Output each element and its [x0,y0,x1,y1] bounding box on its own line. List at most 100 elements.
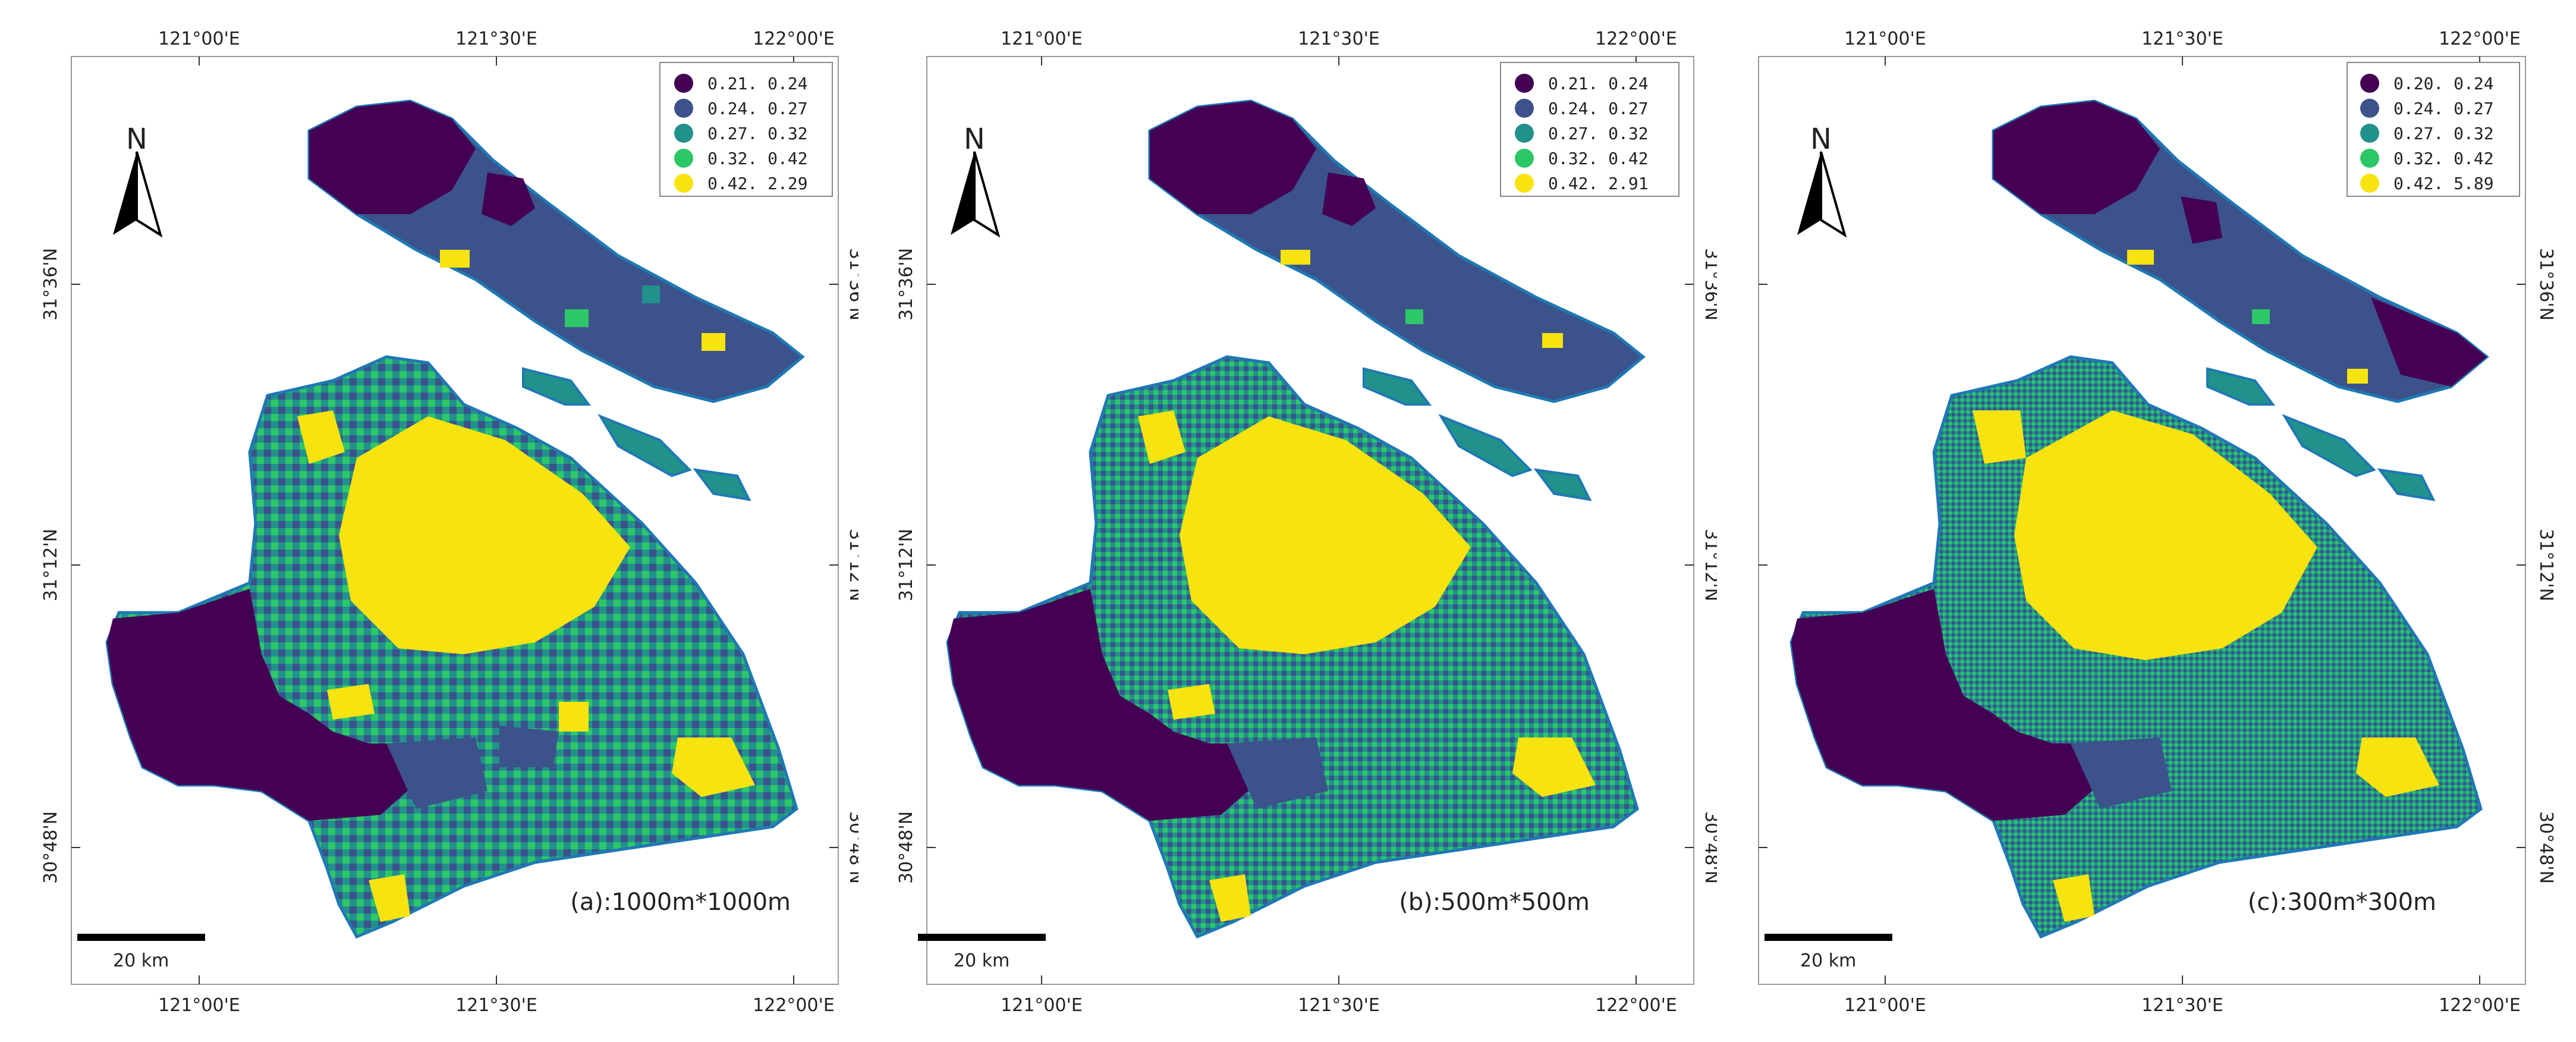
scale-bar [1764,934,1892,941]
legend-label: 0.42. 5.89 [2393,174,2494,193]
right-tick-label: 31°12'N [845,529,858,601]
legend-swatch [1515,74,1534,93]
legend-swatch [2360,99,2379,118]
shanghai-mainland [105,355,798,939]
scale-bar-label: 20 km [113,950,169,971]
legend-swatch [1515,149,1534,168]
panel-caption: (c):300m*300m [2248,889,2436,916]
legend-swatch [674,149,693,168]
legend-label: 0.42. 2.29 [707,174,808,193]
map-frame [926,56,1694,985]
chongming-island [307,99,805,403]
legend-swatch [674,174,693,193]
legend: 0.21. 0.24 0.24. 0.27 0.27. 0.32 0.32. 0… [1500,62,1679,197]
right-tick-label: 30°48'N [1701,811,1717,884]
map-frame [71,56,839,985]
legend-label: 0.32. 0.42 [1548,149,1649,168]
right-tick-label: 31°36'N [845,248,858,321]
right-tick-label: 30°48'N [845,811,858,884]
legend-swatch [674,74,693,93]
north-arrow-icon: N [113,123,163,238]
bottom-tick-label: 122°00'E [1595,995,1677,1016]
scale-bar-label: 20 km [1800,950,1856,971]
map-frame [1758,56,2526,985]
legend-swatch [1515,124,1534,143]
legend-label: 0.24. 0.27 [1548,99,1649,118]
hengsha-island [597,413,692,478]
bottom-tick-label: 122°00'E [2439,995,2521,1016]
shanghai-mainland [1789,355,2483,939]
map-svg: 121°00'E 121°30'E 122°00'E 121°00'E 121°… [40,29,858,1016]
map-svg: 121°00'E 121°30'E 122°00'E 121°00'E 121°… [896,29,1717,1016]
bottom-tick-label: 121°00'E [1844,995,1926,1016]
top-tick-label: 121°30'E [1298,29,1380,49]
right-tick-label: 31°36'N [2536,248,2556,321]
legend-swatch [2360,74,2379,93]
scale-bar-label: 20 km [954,950,1009,971]
left-tick-label: 31°12'N [896,529,917,601]
hengsha-island [1438,413,1533,478]
chongming-island [1148,99,1646,403]
north-label: N [1810,123,1832,156]
legend-label: 0.27. 0.32 [1548,124,1649,143]
bottom-tick-label: 121°00'E [1001,995,1083,1016]
hengsha-island [2282,413,2376,478]
top-tick-label: 121°00'E [158,29,240,49]
changxing-island [1363,367,1432,406]
top-tick-label: 121°00'E [1844,29,1926,49]
map-panel-c: 121°00'E 121°30'E 122°00'E 121°00'E 121°… [1717,0,2575,1042]
right-tick-label: 30°48'N [2536,811,2556,884]
north-label: N [126,123,147,156]
legend-label: 0.32. 0.42 [707,149,808,168]
changxing-island [522,367,591,406]
top-tick-label: 121°00'E [1001,29,1083,49]
bottom-tick-label: 121°30'E [2141,995,2223,1016]
left-tick-label: 31°36'N [40,248,61,321]
legend-swatch [674,99,693,118]
legend-swatch [674,124,693,143]
map-svg: 121°00'E 121°30'E 122°00'E 121°00'E 121°… [1758,29,2556,1016]
top-tick-label: 122°00'E [2439,29,2521,49]
north-label: N [964,123,985,156]
top-tick-label: 121°30'E [2141,29,2223,49]
jiuduansha-island [1533,468,1592,501]
scale-bar [77,934,205,941]
map-panel-a: 121°00'E 121°30'E 122°00'E 121°00'E 121°… [0,0,858,1042]
legend-swatch [1515,174,1534,193]
panel-caption: (b):500m*500m [1399,889,1590,916]
legend: 0.20. 0.24 0.24. 0.27 0.27. 0.32 0.32. 0… [2347,62,2520,197]
bottom-tick-label: 121°00'E [158,995,240,1016]
right-tick-label: 31°12'N [2536,529,2556,601]
top-tick-label: 122°00'E [753,29,835,49]
legend-swatch [2360,149,2379,168]
map-panel-b: 121°00'E 121°30'E 122°00'E 121°00'E 121°… [858,0,1717,1042]
legend-label: 0.27. 0.32 [707,124,808,143]
jiuduansha-island [693,468,751,501]
legend-swatch [2360,174,2379,193]
left-tick-label: 31°12'N [40,529,61,601]
legend-label: 0.21. 0.24 [707,74,808,93]
bottom-tick-label: 121°30'E [455,995,537,1016]
panel-caption: (a):1000m*1000m [570,889,791,916]
legend-label: 0.24. 0.27 [707,99,808,118]
legend-label: 0.32. 0.42 [2393,149,2494,168]
legend-label: 0.42. 2.91 [1548,174,1649,193]
legend: 0.21. 0.24 0.24. 0.27 0.27. 0.32 0.32. 0… [659,62,833,197]
shanghai-mainland [946,355,1639,939]
right-tick-label: 31°36'N [1701,248,1717,321]
chongming-island [1992,99,2489,403]
legend-swatch [1515,99,1534,118]
north-arrow-icon: N [1797,123,1847,238]
legend-label: 0.21. 0.24 [1548,74,1649,93]
legend-swatch [2360,124,2379,143]
north-arrow-icon: N [951,123,1001,238]
right-tick-label: 31°12'N [1701,529,1717,601]
jiuduansha-island [2377,468,2436,501]
top-tick-label: 121°30'E [455,29,537,49]
left-tick-label: 30°48'N [896,811,917,884]
bottom-tick-label: 122°00'E [753,995,835,1016]
bottom-tick-label: 121°30'E [1298,995,1380,1016]
top-tick-label: 122°00'E [1595,29,1677,49]
left-tick-label: 30°48'N [40,811,61,884]
legend-label: 0.20. 0.24 [2393,74,2494,93]
